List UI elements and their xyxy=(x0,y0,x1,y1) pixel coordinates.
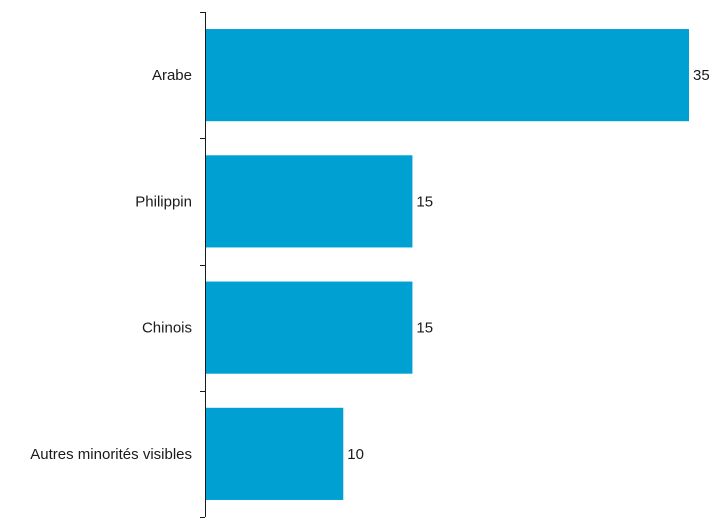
category-label: Autres minorités visibles xyxy=(30,446,192,463)
y-axis xyxy=(200,12,206,518)
category-label: Philippin xyxy=(135,193,192,210)
category-label: Arabe xyxy=(152,67,192,84)
value-label: 15 xyxy=(416,320,433,337)
bars-layer xyxy=(205,29,689,500)
value-label: 15 xyxy=(416,193,433,210)
value-label: 35 xyxy=(693,67,710,84)
bar-3 xyxy=(205,281,413,374)
bar-4 xyxy=(205,407,344,500)
bar-2 xyxy=(205,155,413,248)
category-label: Chinois xyxy=(142,320,192,337)
value-label: 10 xyxy=(347,446,364,463)
labels-layer: Arabe 35 Philippin 15 Chinois 15 Autres minori… xyxy=(30,67,709,463)
bar-1 xyxy=(205,29,689,122)
